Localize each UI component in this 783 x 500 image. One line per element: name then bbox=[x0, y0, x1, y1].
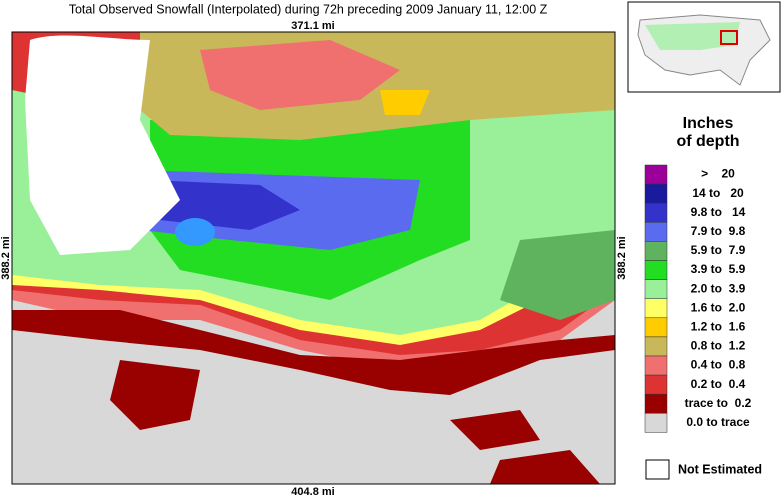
legend-label: 1.6 to 2.0 bbox=[691, 300, 746, 314]
left-distance: 388.2 mi bbox=[0, 236, 12, 279]
legend-label: 0.2 to 0.4 bbox=[691, 377, 746, 391]
legend-swatch bbox=[644, 336, 668, 357]
legend-title: Inches bbox=[683, 115, 734, 132]
legend-label: 14 to 20 bbox=[692, 186, 744, 200]
legend-swatch bbox=[644, 355, 668, 376]
top-distance: 371.1 mi bbox=[291, 20, 334, 32]
legend-label: > 20 bbox=[701, 167, 735, 181]
legend-label: 0.8 to 1.2 bbox=[691, 339, 746, 353]
bottom-distance: 404.8 mi bbox=[291, 486, 334, 498]
legend-swatch bbox=[644, 164, 668, 185]
legend-label: trace to 0.2 bbox=[685, 396, 752, 410]
right-distance: 388.2 mi bbox=[616, 236, 628, 279]
legend-swatch bbox=[644, 298, 668, 319]
legend-label: 1.2 to 1.6 bbox=[691, 320, 746, 334]
legend-swatch bbox=[644, 241, 668, 261]
legend: > 20 14 to 20 9.8 to 14 7.9 to 9.8 5.9 to 7.… bbox=[644, 164, 752, 433]
title: Total Observed Snowfall (Interpolated) d… bbox=[69, 2, 548, 16]
legend-swatch bbox=[644, 317, 668, 338]
legend-label: 7.9 to 9.8 bbox=[691, 224, 746, 238]
legend-label: 9.8 to 14 bbox=[691, 205, 746, 219]
legend-label: 0.0 to trace bbox=[686, 415, 750, 429]
legend-swatch bbox=[644, 222, 668, 242]
legend-swatch bbox=[644, 374, 668, 395]
legend-swatch bbox=[644, 413, 668, 433]
not-estimated-label: Not Estimated bbox=[678, 462, 762, 476]
legend-swatch bbox=[644, 183, 668, 204]
legend-title: of depth bbox=[676, 133, 739, 150]
snow-map bbox=[11, 31, 616, 485]
legend-swatch bbox=[644, 202, 668, 223]
legend-label: 2.0 to 3.9 bbox=[691, 281, 746, 295]
not-estimated-swatch bbox=[645, 459, 670, 480]
legend-label: 0.4 to 0.8 bbox=[691, 358, 746, 372]
inset-map bbox=[627, 1, 781, 93]
legend-swatch bbox=[644, 279, 668, 299]
legend-label: 3.9 to 5.9 bbox=[691, 262, 746, 276]
legend-swatch bbox=[644, 393, 668, 414]
legend-swatch bbox=[644, 260, 668, 280]
legend-label: 5.9 to 7.9 bbox=[691, 243, 746, 257]
